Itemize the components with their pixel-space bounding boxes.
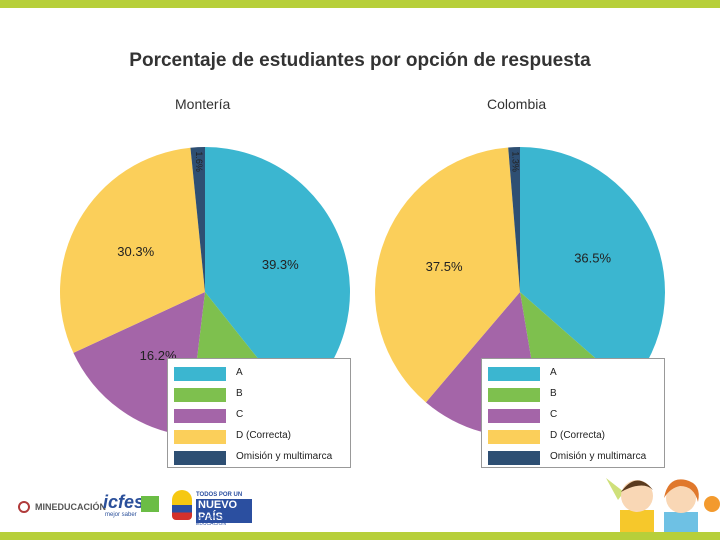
footer-logos: MINEDUCACIÓN icfes mejor saber TODOS POR… (0, 484, 720, 532)
data-label-d-monteria: 30.3% (117, 244, 154, 259)
data-label-omision-colombia: 1.3% (510, 151, 520, 172)
pie-chart-colombia: 36.5%10.9%13.9%37.5%1.3% (374, 147, 665, 437)
legend-swatch (174, 367, 226, 381)
legend-swatch (174, 409, 226, 423)
legend-label: D (Correcta) (236, 430, 292, 441)
nuevo-pais-logo: TODOS POR UN NUEVO PAÍS PAZ EQUIDAD EDUC… (172, 488, 252, 527)
data-label-d-colombia: 37.5% (426, 259, 463, 274)
girl-hair (664, 479, 699, 502)
legend-label: D (Correcta) (550, 430, 606, 441)
slice-omision-monteria (190, 147, 205, 292)
legend-swatch (488, 409, 540, 423)
mineducacion-text: MINEDUCACIÓN (35, 502, 106, 512)
slice-d-monteria (60, 147, 206, 353)
legend-swatch (174, 388, 226, 402)
legend-swatch (174, 430, 226, 444)
nuevo-pais-line3: PAZ EQUIDAD EDUCACIÓN (196, 515, 230, 527)
chart-subtitle-monteria: Montería (175, 96, 231, 112)
data-label-a-colombia: 36.5% (574, 251, 611, 266)
slice-omision-colombia (508, 147, 520, 292)
data-label-omision-monteria: 1.6% (194, 151, 204, 172)
chart-subtitle-colombia: Colombia (487, 96, 547, 112)
flag-icon (172, 490, 192, 520)
legend-label: C (550, 409, 558, 420)
boy-hair (621, 480, 653, 492)
legend-label: B (236, 388, 243, 399)
girl-face (666, 483, 696, 513)
legend-label: B (550, 388, 557, 399)
data-label-a-monteria: 39.3% (262, 257, 299, 272)
slice-a-monteria (205, 147, 350, 406)
legend-label: Omisión y multimarca (236, 451, 333, 462)
legend-swatch (488, 388, 540, 402)
legend-label: Omisión y multimarca (550, 451, 647, 462)
page-title: Porcentaje de estudiantes por opción de … (129, 50, 591, 71)
bottom-accent-bar (0, 532, 720, 540)
icfes-logo: icfes mejor saber (103, 492, 163, 522)
top-accent-bar (0, 0, 720, 8)
nuevo-pais-line1: TODOS POR UN (196, 492, 243, 498)
legend-swatch (174, 451, 226, 465)
children-illustration (606, 478, 720, 540)
legend-label: A (550, 367, 557, 378)
legend-swatch (488, 451, 540, 465)
icfes-subtext: mejor saber (105, 512, 137, 518)
slice-d-colombia (374, 147, 520, 403)
nuevo-pais-line2: NUEVO PAÍS (196, 499, 252, 523)
seal-icon (18, 501, 30, 513)
mineducacion-logo: MINEDUCACIÓN (18, 498, 106, 520)
check-icon (141, 496, 159, 512)
pencil-shape (606, 478, 624, 500)
ball-shape (704, 496, 720, 512)
legend-label: C (236, 409, 244, 420)
icfes-text: icfes (103, 492, 145, 512)
legend-label: A (236, 367, 243, 378)
legend-swatch (488, 367, 540, 381)
legend-swatch (488, 430, 540, 444)
slice-a-colombia (520, 147, 665, 388)
